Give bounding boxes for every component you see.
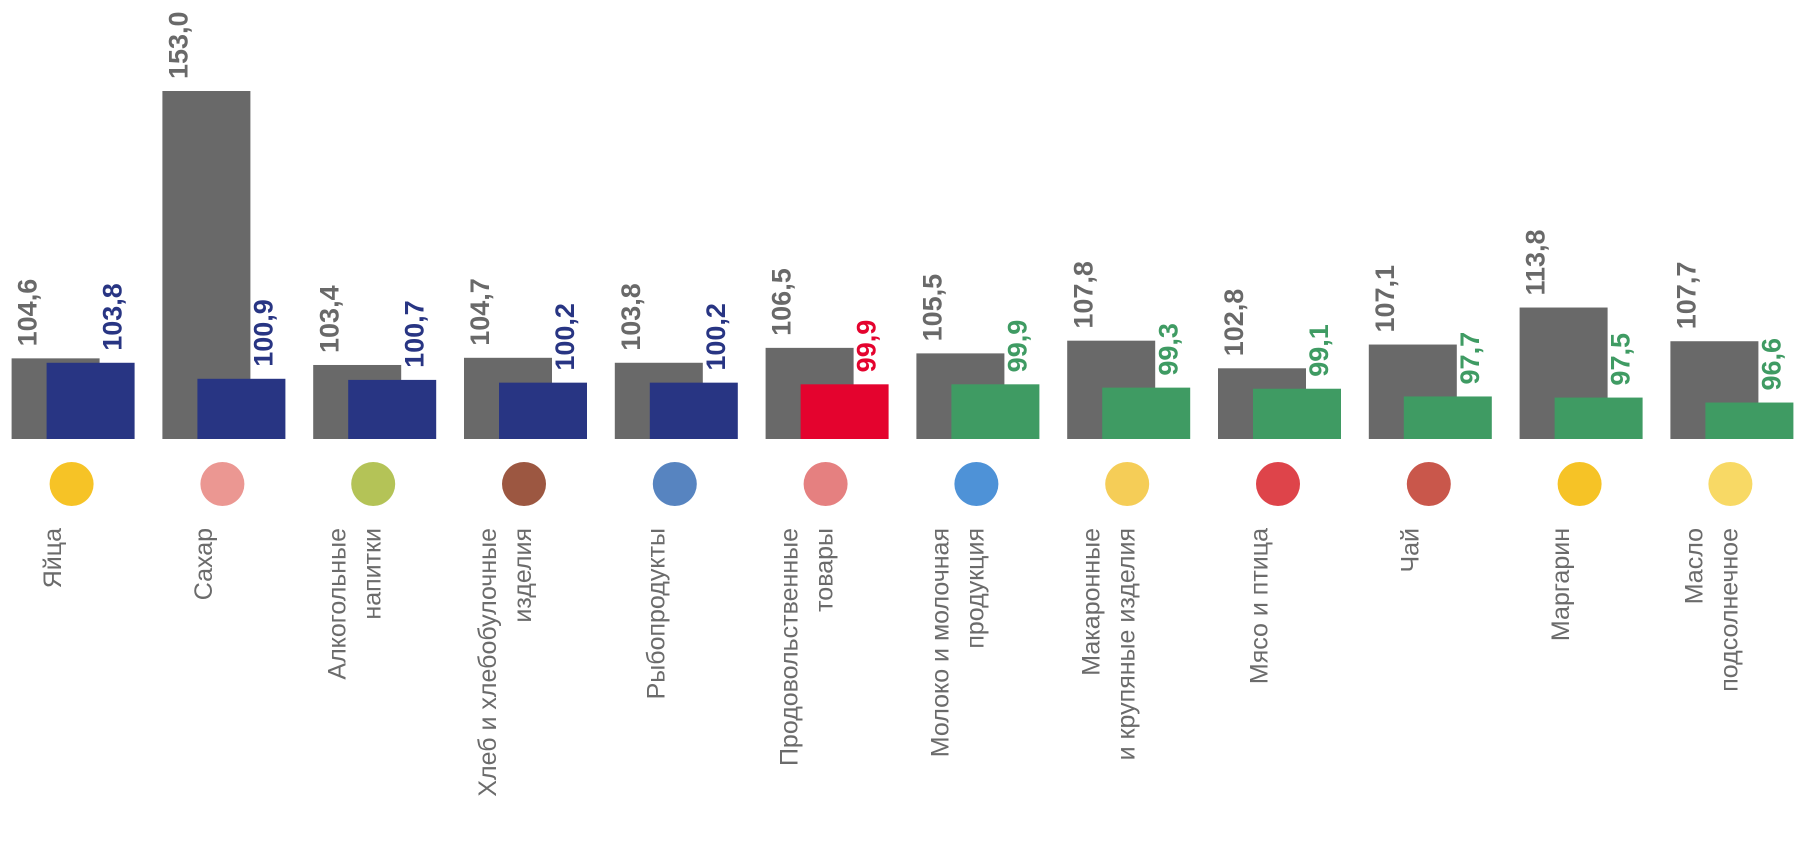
value-label: 99,9 bbox=[852, 320, 882, 373]
icon bbox=[351, 462, 395, 506]
x-tick-label: Макаронные bbox=[1077, 528, 1105, 676]
icon bbox=[502, 462, 546, 506]
value-label: 113,8 bbox=[1521, 229, 1551, 295]
x-tick-label: напитки bbox=[358, 528, 386, 620]
value-label: 100,7 bbox=[399, 300, 429, 368]
x-tick-label: продукция bbox=[962, 528, 990, 649]
value-label: 99,9 bbox=[1003, 320, 1033, 373]
x-tick-label: Чай bbox=[1396, 528, 1424, 573]
icon bbox=[1256, 462, 1300, 506]
bar bbox=[47, 363, 135, 439]
icon bbox=[50, 462, 94, 506]
bar bbox=[951, 384, 1039, 439]
bar bbox=[650, 383, 738, 439]
x-tick-label: подсолнечное bbox=[1716, 528, 1744, 692]
value-label: 103,8 bbox=[98, 283, 128, 351]
value-label: 104,6 bbox=[13, 279, 43, 347]
value-label: 97,7 bbox=[1455, 332, 1485, 385]
icon bbox=[1708, 462, 1752, 506]
value-label: 107,1 bbox=[1370, 265, 1400, 333]
icon bbox=[200, 462, 244, 506]
bar bbox=[1555, 398, 1643, 439]
chart: 104,6 103,8 Яйца 153,0 100,9 Сахар 103,4 100,7 А… bbox=[0, 0, 1818, 846]
icon bbox=[804, 462, 848, 506]
value-label: 99,3 bbox=[1153, 323, 1183, 376]
bar bbox=[348, 380, 436, 439]
x-tick-label: Молоко и молочная bbox=[927, 528, 955, 757]
value-label: 100,9 bbox=[249, 299, 279, 367]
x-tick-label: Хлеб и хлебобулочные bbox=[474, 528, 502, 797]
bar bbox=[1102, 388, 1190, 439]
x-tick-label: изделия bbox=[509, 528, 537, 623]
value-label: 153,0 bbox=[164, 11, 194, 79]
value-label: 104,7 bbox=[465, 278, 495, 346]
icon bbox=[653, 462, 697, 506]
x-tick-label: Продовольственные bbox=[776, 528, 804, 766]
value-label: 100,2 bbox=[550, 303, 580, 371]
bar bbox=[499, 383, 587, 439]
x-tick-label: товары bbox=[811, 528, 839, 612]
x-tick-label: Яйца bbox=[39, 528, 67, 588]
x-tick-label: Алкогольные bbox=[323, 528, 351, 680]
icon bbox=[1105, 462, 1149, 506]
icon bbox=[954, 462, 998, 506]
bar bbox=[1705, 403, 1793, 439]
x-tick-label: Мясо и птица bbox=[1246, 528, 1274, 684]
value-label: 97,5 bbox=[1606, 333, 1636, 386]
value-label: 100,2 bbox=[701, 303, 731, 371]
page: 104,6 103,8 Яйца 153,0 100,9 Сахар 103,4 100,7 А… bbox=[0, 0, 1818, 846]
value-label: 105,5 bbox=[918, 274, 948, 342]
value-label: 107,7 bbox=[1672, 262, 1702, 330]
bar bbox=[1404, 396, 1492, 439]
bar bbox=[1253, 389, 1341, 439]
icon bbox=[1407, 462, 1451, 506]
x-tick-label: и крупяные изделия bbox=[1112, 528, 1140, 760]
bar bbox=[197, 379, 285, 439]
x-tick-label: Масло bbox=[1681, 528, 1709, 604]
x-tick-label: Сахар bbox=[190, 528, 218, 600]
value-label: 96,6 bbox=[1757, 338, 1787, 391]
bar bbox=[801, 384, 889, 439]
value-label: 103,8 bbox=[616, 283, 646, 351]
value-label: 99,1 bbox=[1304, 324, 1334, 377]
value-label: 102,8 bbox=[1219, 289, 1249, 357]
icon bbox=[1558, 462, 1602, 506]
value-label: 106,5 bbox=[767, 268, 797, 336]
x-tick-label: Рыбопродукты bbox=[642, 528, 670, 699]
value-label: 107,8 bbox=[1068, 261, 1098, 329]
value-label: 103,4 bbox=[314, 285, 344, 353]
x-tick-label: Маргарин bbox=[1547, 528, 1575, 641]
